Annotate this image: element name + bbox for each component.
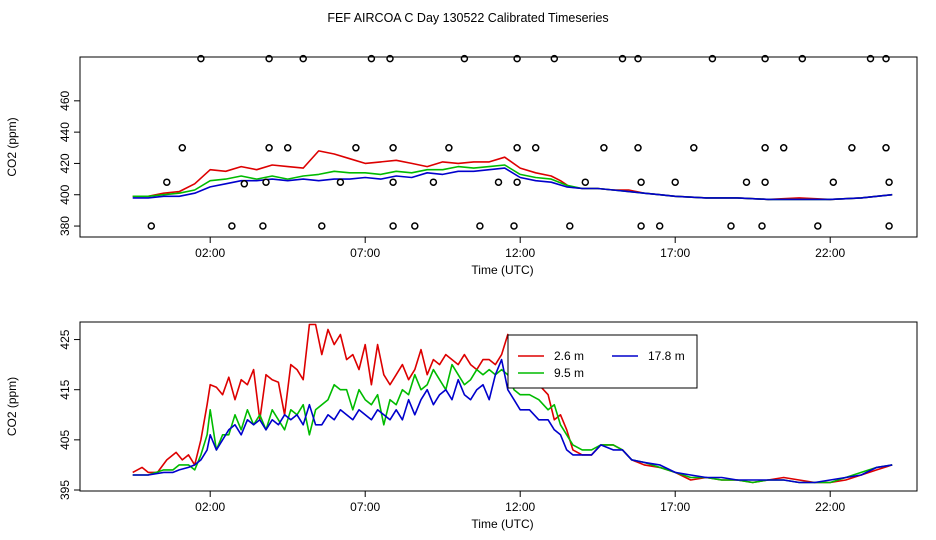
data-point [637,222,645,230]
data-point [742,178,751,186]
y-tick-label: 440 [58,122,72,142]
data-point [671,178,679,186]
plot-frame [79,56,918,238]
x-axis-label: Time (UTC) [471,263,533,277]
data-point [758,222,766,230]
x-tick-label: 02:00 [195,500,225,514]
data-point [513,144,521,152]
data-point [147,222,156,230]
data-point [637,178,645,186]
data-point [476,222,484,230]
legend-box [507,334,698,389]
data-point [178,144,187,152]
data-point [531,144,540,152]
legend-label: 2.6 m [554,349,584,363]
data-point [727,222,735,230]
x-tick-label: 12:00 [505,500,535,514]
data-point [779,144,788,152]
data-point [761,178,769,186]
data-point [228,222,236,230]
data-point [336,178,345,186]
data-point [445,144,453,152]
data-point [163,178,171,186]
data-point [655,222,664,230]
x-tick-label: 22:00 [815,246,845,260]
y-tick-label: 400 [58,184,72,204]
panel-2: 02:00 07:00 12:00 17:00 22:00 Time (UTC) 395 40… [5,321,918,531]
legend-label: 17.8 m [648,349,685,363]
data-point [389,178,397,186]
x-tick-label: 17:00 [660,246,690,260]
y-tick-label: 425 [58,329,72,349]
data-point [389,222,397,230]
y-tick-label: 460 [58,90,72,110]
x-tick-label: 07:00 [350,246,380,260]
plot-frame [79,321,918,492]
data-point [581,178,590,186]
data-point [318,222,326,230]
data-point [814,222,822,230]
legend-label: 9.5 m [554,366,584,380]
y-tick-label: 395 [58,480,72,500]
x-tick-label: 02:00 [195,246,225,260]
data-point [262,178,270,186]
data-point [389,144,397,152]
data-point [510,222,518,230]
data-point [411,222,419,230]
x-tick-label: 12:00 [505,246,535,260]
data-point [494,178,503,186]
x-tick-label: 22:00 [815,500,845,514]
data-point [283,144,292,152]
data-point [429,178,438,186]
y-tick-label: 380 [58,216,72,236]
y-axis-label: CO2 (ppm) [5,377,19,436]
data-point [265,144,273,152]
series-line-9-5-m [132,363,893,484]
panel-1: 02:00 07:00 12:00 17:00 22:00 Time (UTC) 380 40… [5,54,918,277]
series-line-17-8-m [132,358,893,484]
data-point [761,144,769,152]
data-point [566,222,574,230]
data-point [634,144,642,152]
data-point [848,144,856,152]
y-tick-label: 405 [58,430,72,450]
figure-title: FEF AIRCOA C Day 130522 Calibrated Times… [327,11,608,25]
data-point [513,178,521,186]
y-axis-label: CO2 (ppm) [5,117,19,176]
data-point [882,144,890,152]
y-tick-label: 420 [58,153,72,173]
y-tick-label: 415 [58,379,72,399]
data-point [690,144,698,152]
data-point [600,144,608,152]
x-axis-label: Time (UTC) [471,517,533,531]
data-point [240,180,249,188]
series-line-2-6-m [132,150,893,201]
legend: 2.6 m 17.8 m 9.5 m [507,334,698,389]
data-point [885,178,893,186]
x-tick-label: 17:00 [660,500,690,514]
data-point [885,222,893,230]
x-tick-label: 07:00 [350,500,380,514]
data-point [259,222,267,230]
data-point [352,144,360,152]
data-point [829,178,838,186]
